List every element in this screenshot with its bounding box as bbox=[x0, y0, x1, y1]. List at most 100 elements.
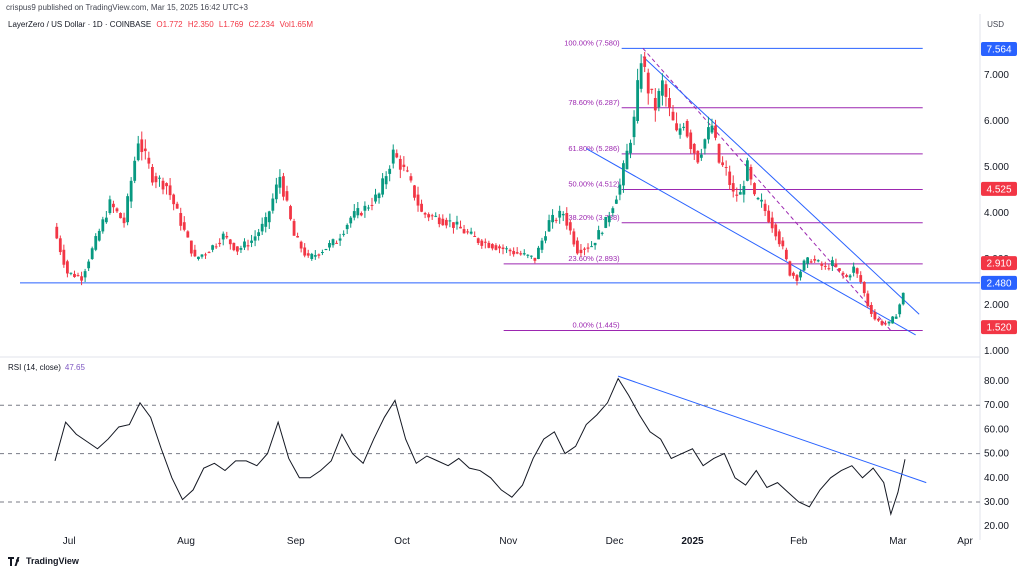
candle bbox=[359, 211, 363, 217]
candle bbox=[869, 302, 873, 318]
candle bbox=[529, 255, 533, 259]
candle bbox=[901, 292, 905, 306]
candle bbox=[101, 216, 105, 234]
candle bbox=[852, 262, 856, 277]
descending-channel[interactable] bbox=[586, 56, 920, 336]
candle bbox=[338, 233, 342, 246]
candle-body bbox=[331, 239, 335, 246]
candle-body bbox=[894, 316, 898, 319]
candle-body bbox=[813, 259, 817, 261]
channel-lower-line bbox=[586, 148, 916, 336]
candle-body bbox=[537, 247, 540, 259]
candle-body bbox=[448, 220, 452, 222]
candle-body bbox=[611, 208, 615, 213]
candle bbox=[884, 320, 887, 326]
candle-body bbox=[544, 236, 547, 241]
candle-body bbox=[703, 139, 707, 149]
candle-body bbox=[168, 185, 172, 196]
candle-body bbox=[108, 199, 112, 213]
candle-body bbox=[65, 261, 69, 274]
candle-body bbox=[398, 158, 402, 170]
rsi-name[interactable]: RSI (14, close) bbox=[8, 363, 61, 372]
time-tick-label: Mar bbox=[889, 536, 907, 547]
candle-body bbox=[820, 263, 824, 266]
candle-body bbox=[845, 275, 848, 277]
candle bbox=[784, 247, 788, 261]
candle-body bbox=[409, 176, 413, 181]
candle bbox=[820, 261, 824, 271]
fib-level-label: 50.00% (4.512) bbox=[568, 179, 620, 188]
candle-body bbox=[165, 183, 168, 187]
candle-body bbox=[834, 263, 838, 267]
candle-body bbox=[232, 242, 236, 251]
candle bbox=[161, 177, 165, 195]
candle bbox=[282, 172, 285, 201]
candle bbox=[413, 184, 416, 201]
candle-body bbox=[487, 242, 491, 248]
fib-level-label: 78.60% (6.287) bbox=[568, 98, 620, 107]
rsi-legend: RSI (14, close) 47.65 bbox=[8, 363, 85, 372]
candle bbox=[140, 131, 144, 161]
candle-body bbox=[320, 252, 324, 254]
candle bbox=[73, 270, 76, 278]
candle-body bbox=[374, 194, 377, 202]
candle bbox=[505, 246, 508, 254]
time-tick-label: Nov bbox=[499, 536, 517, 547]
price-label-box bbox=[981, 275, 1017, 290]
candle bbox=[122, 212, 126, 228]
candle-body bbox=[211, 245, 215, 250]
candle-body bbox=[583, 248, 586, 250]
candle-body bbox=[207, 252, 211, 254]
candle bbox=[770, 211, 774, 233]
candle-body bbox=[391, 149, 395, 164]
candle-body bbox=[558, 210, 562, 218]
candle-body bbox=[218, 242, 222, 245]
rsi-tick-label: 50.00 bbox=[984, 449, 1009, 460]
candle bbox=[735, 187, 739, 202]
candle-body bbox=[777, 231, 781, 245]
candle bbox=[289, 204, 292, 221]
currency-label[interactable]: USD bbox=[987, 20, 1004, 29]
candle bbox=[221, 231, 225, 246]
candle-body bbox=[349, 217, 353, 224]
candle-body bbox=[444, 219, 448, 226]
candle bbox=[172, 193, 176, 211]
candle bbox=[494, 243, 498, 251]
candle-body bbox=[873, 311, 877, 320]
candle-body bbox=[119, 213, 122, 219]
candle-body bbox=[685, 121, 689, 137]
symbol-legend: LayerZero / US Dollar · 1D · COINBASE O1… bbox=[8, 20, 316, 29]
candle-body bbox=[430, 215, 434, 217]
candle-body bbox=[299, 241, 303, 249]
candle bbox=[767, 205, 771, 224]
candle-body bbox=[490, 244, 494, 249]
candle bbox=[827, 264, 831, 271]
candle-body bbox=[607, 216, 611, 223]
tradingview-brand[interactable]: TradingView bbox=[8, 556, 79, 566]
symbol-name[interactable]: LayerZero / US Dollar · 1D · COINBASE bbox=[8, 20, 152, 29]
fibonacci-retracement[interactable]: 100.00% (7.580) 78.60% (6.287) 61.80% (5.2… bbox=[503, 38, 923, 332]
candle-body bbox=[250, 240, 253, 243]
candle-body bbox=[508, 249, 512, 252]
price-label-box bbox=[981, 42, 1017, 57]
candle-body bbox=[345, 224, 349, 230]
candle bbox=[675, 112, 678, 132]
candle bbox=[795, 273, 799, 286]
candle-body bbox=[639, 63, 643, 89]
candle bbox=[430, 213, 434, 220]
candle bbox=[466, 228, 470, 235]
candle-body bbox=[175, 203, 179, 209]
candle-body bbox=[742, 186, 746, 195]
candle-body bbox=[423, 213, 427, 215]
candle-body bbox=[480, 240, 484, 246]
candle bbox=[197, 256, 200, 261]
candle bbox=[841, 271, 845, 279]
candle-body bbox=[129, 180, 133, 202]
candle bbox=[363, 201, 367, 218]
candle-body bbox=[101, 219, 105, 232]
candle-body bbox=[193, 249, 197, 257]
candle bbox=[303, 243, 307, 258]
candle bbox=[83, 268, 87, 282]
candle-body bbox=[97, 230, 101, 241]
